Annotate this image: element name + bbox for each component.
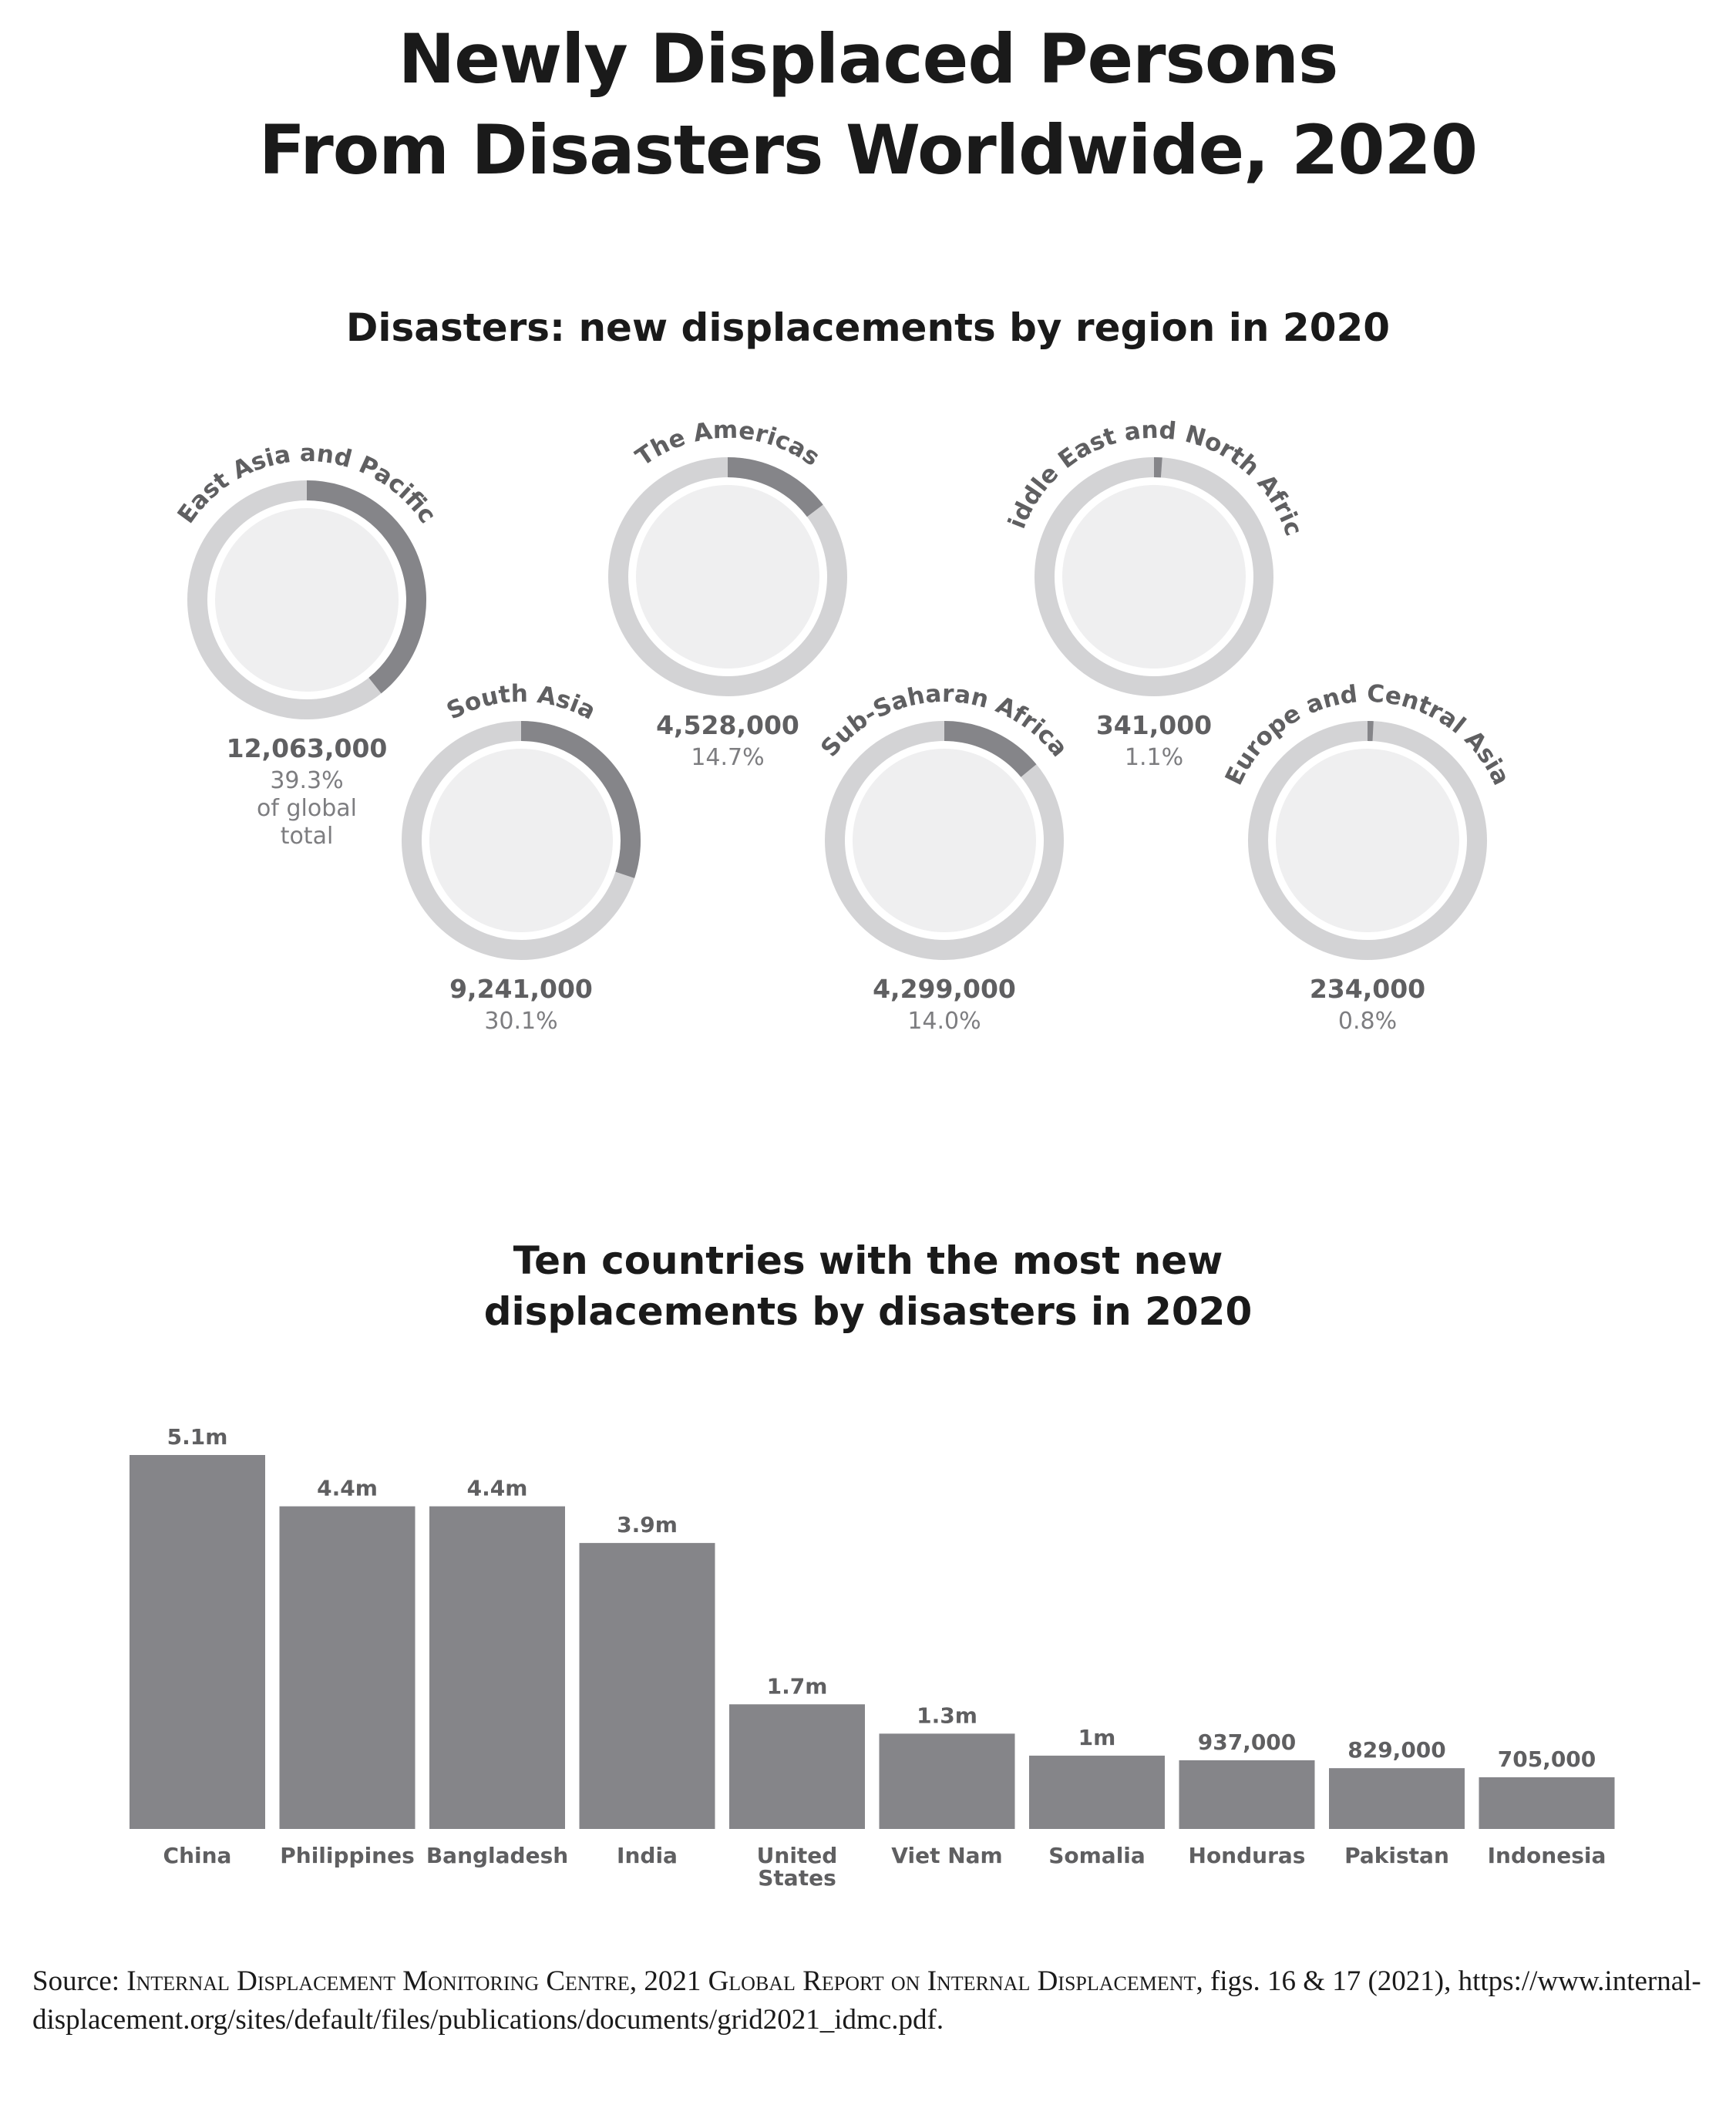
region-name-label: South Asia (442, 680, 600, 726)
page-title: Newly Displaced Persons From Disasters W… (0, 14, 1736, 196)
ring-share-arc (944, 721, 1037, 778)
globe-face (853, 749, 1036, 932)
ring-share-arc (306, 480, 426, 694)
bar-value-label: 705,000 (1498, 1746, 1596, 1772)
region-percent: 1.1% (1124, 744, 1184, 771)
region-percent: 14.0% (907, 1008, 981, 1035)
page-title-line-1: Newly Displaced Persons (398, 19, 1339, 99)
globe-americas-icon: The Americas (608, 416, 847, 696)
bar-indonesia (1479, 1777, 1615, 1829)
bar-value-label: 829,000 (1347, 1737, 1446, 1763)
bar-category-label: Philippines (280, 1843, 415, 1868)
region-value: 4,528,000 (656, 710, 799, 740)
bar-chart-title-line-1: Ten countries with the most new (513, 1238, 1223, 1283)
globe-face (429, 749, 613, 932)
source-suffix: , figs. 16 & 17 (2021), https://www.inte… (32, 1965, 1701, 2036)
bar-value-label: 937,000 (1198, 1729, 1297, 1755)
ring-share-arc (727, 457, 823, 517)
globe-face (215, 508, 399, 692)
globe-east-asia-pacific-icon: East Asia and Pacific (173, 440, 442, 719)
bar-category-label: Pakistan (1344, 1843, 1449, 1868)
globe-face (636, 485, 819, 669)
bar-category-label: United (757, 1843, 838, 1868)
source-report: Global Report on Internal Displacement (708, 1965, 1196, 1997)
page-title-line-2: From Disasters Worldwide, 2020 (258, 110, 1478, 190)
region-percent-note: total (280, 823, 334, 850)
bar-category-label: Somalia (1048, 1843, 1146, 1868)
bar-category-label: India (617, 1843, 678, 1868)
bar-category-label: States (758, 1865, 836, 1891)
region-chart-title: Disasters: new displacements by region i… (345, 305, 1391, 350)
bar-value-label: 1.7m (767, 1673, 828, 1699)
bar-category-label: Viet Nam (891, 1843, 1002, 1868)
bar-value-label: 4.4m (317, 1476, 378, 1501)
bar-category-label: Indonesia (1488, 1843, 1606, 1868)
bar-bangladesh (429, 1506, 565, 1829)
bar-pakistan (1329, 1768, 1465, 1829)
bar-value-label: 1m (1078, 1725, 1116, 1750)
bar-value-label: 4.4m (467, 1476, 528, 1501)
bar-china (130, 1455, 265, 1829)
bar-value-label: 3.9m (617, 1512, 678, 1537)
top-ten-countries-bar-chart: 5.1m China 4.4m Philippines 4.4m Bangladesh 3.… (130, 1424, 1615, 1891)
source-org: Internal Displacement Monitoring Centre (126, 1965, 630, 1997)
region-percent-note: of global (257, 795, 357, 822)
source-sep: , 2021 (629, 1965, 708, 1997)
ring-share-arc (520, 721, 641, 878)
bar-united-states (729, 1704, 865, 1829)
bar-category-label: Honduras (1189, 1843, 1306, 1868)
globe-face (1062, 485, 1246, 669)
region-percent: 0.8% (1337, 1008, 1398, 1035)
region-value: 12,063,000 (226, 733, 388, 763)
region-percent: 14.7% (691, 744, 765, 771)
region-value: 9,241,000 (449, 974, 593, 1004)
region-value: 341,000 (1095, 710, 1213, 740)
region-value: 4,299,000 (873, 974, 1016, 1004)
source-prefix: Source: (32, 1965, 127, 1997)
bar-chart-title: Ten countries with the most new displace… (0, 1235, 1736, 1337)
bar-category-label: Bangladesh (426, 1843, 568, 1868)
region-percent: 30.1% (484, 1008, 558, 1035)
bar-category-label: China (163, 1843, 232, 1868)
bar-viet-nam (879, 1733, 1015, 1829)
region-value: 234,000 (1309, 974, 1426, 1004)
bar-chart-title-line-2: displacements by disasters in 2020 (483, 1289, 1253, 1334)
bar-honduras (1179, 1760, 1315, 1829)
source-citation: Source: Internal Displacement Monitoring… (32, 1962, 1713, 2039)
bar-somalia (1029, 1755, 1165, 1829)
globe-face (1276, 749, 1459, 932)
bar-india (579, 1543, 715, 1829)
region-percent: 39.3% (270, 767, 344, 794)
bar-philippines (279, 1506, 415, 1829)
bar-value-label: 5.1m (167, 1424, 228, 1450)
bar-value-label: 1.3m (917, 1703, 977, 1728)
